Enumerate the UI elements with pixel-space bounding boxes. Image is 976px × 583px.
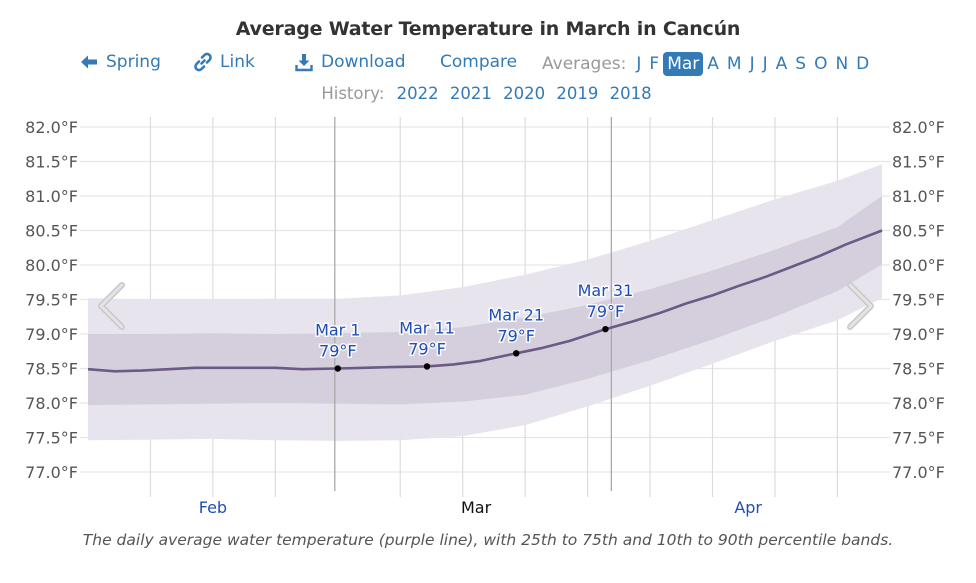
- month-aug[interactable]: A: [775, 54, 788, 74]
- annotation-value: 79°F: [497, 326, 535, 345]
- y-tick-label-right: 80.0°F: [892, 256, 945, 275]
- percentile-bands: [88, 164, 882, 441]
- month-feb[interactable]: F: [649, 54, 660, 74]
- history-year-2022[interactable]: 2022: [396, 84, 439, 103]
- compare-button[interactable]: Compare: [440, 52, 517, 72]
- month-jun[interactable]: J: [749, 54, 755, 74]
- month-mar[interactable]: Mar: [663, 52, 704, 76]
- y-tick-label-right: 79.5°F: [892, 291, 945, 310]
- history-year-2018[interactable]: 2018: [609, 84, 652, 103]
- annotation-date: Mar 21: [488, 305, 544, 324]
- history-selector: History: 2022 2021 2020 2019 2018: [0, 84, 976, 103]
- y-tick-label-left: 78.5°F: [25, 360, 78, 379]
- spring-label: Spring: [106, 52, 161, 72]
- daily-average-line: [87, 229, 883, 373]
- annotation-point: [602, 325, 609, 333]
- annotation-value: 79°F: [587, 302, 625, 321]
- y-tick-label-left: 79.0°F: [25, 325, 78, 344]
- y-tick-label-right: 77.5°F: [892, 429, 945, 448]
- arrow-left-icon: [81, 55, 97, 69]
- month-jan[interactable]: J: [636, 54, 642, 74]
- month-boundaries: [334, 117, 613, 491]
- y-tick-label-left: 81.0°F: [25, 187, 78, 206]
- previous-month-arrow[interactable]: [98, 282, 125, 330]
- month-apr[interactable]: A: [707, 54, 719, 74]
- y-axis-right: 82.0°F 81.5°F 81.0°F 80.5°F 80.0°F 79.5°F 79.0…: [892, 118, 945, 482]
- history-year-2019[interactable]: 2019: [556, 84, 599, 103]
- y-axis-left: 82.0°F 81.5°F 81.0°F 80.5°F 80.0°F 79.5°F 79.0…: [25, 118, 78, 482]
- annotation-point: [513, 350, 520, 357]
- x-month-label: Mar: [461, 498, 492, 517]
- y-tick-label-right: 81.5°F: [892, 153, 945, 172]
- y-tick-label-right: 81.0°F: [892, 187, 945, 206]
- band-25-75: [88, 196, 882, 406]
- download-button[interactable]: Download: [294, 52, 406, 72]
- month-nov[interactable]: N: [835, 54, 849, 74]
- y-tick-label-left: 81.5°F: [25, 153, 78, 172]
- averages-label: Averages:: [542, 54, 627, 74]
- y-tick-label-right: 78.5°F: [892, 360, 945, 379]
- annotation-value: 79°F: [319, 342, 357, 361]
- annotations: Mar 1 79°F Mar 11 79°F Mar 21 79°F Mar 31 79°F: [314, 280, 635, 372]
- annotation-date: Mar 1: [315, 321, 360, 340]
- y-tick-label-left: 77.5°F: [25, 429, 78, 448]
- annotation-date: Mar 31: [578, 281, 634, 300]
- y-tick-label-right: 79.0°F: [892, 325, 945, 344]
- x-month-label: Feb: [199, 498, 227, 517]
- series-lines: [87, 229, 883, 373]
- y-tick-label-right: 78.0°F: [892, 394, 945, 413]
- annotation-point: [423, 363, 431, 370]
- compare-label: Compare: [440, 52, 518, 72]
- y-tick-label-right: 80.5°F: [892, 222, 945, 241]
- history-label: History:: [321, 84, 385, 103]
- y-tick-label-right: 82.0°F: [892, 118, 945, 137]
- next-month-arrow[interactable]: [847, 282, 874, 330]
- y-tick-label-right: 77.0°F: [892, 463, 945, 482]
- x-axis-labels: Feb Mar Apr: [199, 498, 763, 517]
- y-tick-label-left: 80.0°F: [25, 256, 78, 275]
- month-may[interactable]: M: [726, 54, 742, 74]
- toolbar: Spring Link Download Compare Averages: J…: [0, 52, 976, 78]
- link-icon: [194, 52, 212, 72]
- download-icon: [295, 54, 313, 72]
- month-jul[interactable]: J: [762, 54, 768, 74]
- month-sep[interactable]: S: [795, 54, 807, 74]
- month-oct[interactable]: O: [814, 54, 828, 74]
- y-tick-label-left: 77.0°F: [25, 463, 78, 482]
- month-dec[interactable]: D: [856, 54, 870, 74]
- y-tick-label-left: 79.5°F: [25, 291, 78, 310]
- spring-button[interactable]: Spring: [79, 52, 161, 72]
- page-title: Average Water Temperature in March in Ca…: [235, 18, 741, 40]
- history-year-2021[interactable]: 2021: [449, 84, 492, 103]
- annotation-date: Mar 11: [399, 318, 455, 337]
- y-tick-label-left: 78.0°F: [25, 394, 78, 413]
- y-tick-label-left: 80.5°F: [25, 222, 78, 241]
- download-label: Download: [321, 52, 406, 72]
- chart-caption: The daily average water temperature (pur…: [82, 531, 894, 549]
- month-selector: Averages: J F Mar A M J J A S O N D: [542, 52, 873, 76]
- history-year-2020[interactable]: 2020: [503, 84, 546, 103]
- y-tick-label-left: 82.0°F: [25, 118, 78, 137]
- link-label: Link: [220, 52, 255, 72]
- annotation-point: [334, 365, 341, 372]
- annotation-value: 79°F: [408, 339, 446, 358]
- x-month-label: Apr: [734, 498, 762, 517]
- link-button[interactable]: Link: [193, 52, 255, 72]
